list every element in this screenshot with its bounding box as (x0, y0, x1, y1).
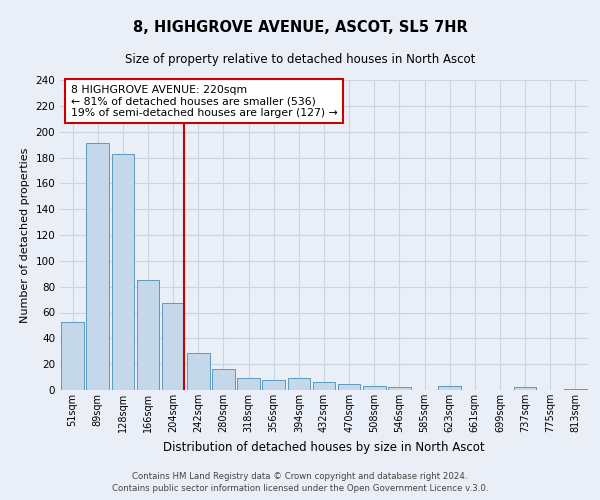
Text: Contains HM Land Registry data © Crown copyright and database right 2024.: Contains HM Land Registry data © Crown c… (132, 472, 468, 481)
Bar (112, 154, 134, 390)
Bar (338, 384, 361, 390)
Bar (313, 382, 335, 390)
Bar (388, 388, 411, 390)
Text: 8, HIGHGROVE AVENUE, ASCOT, SL5 7HR: 8, HIGHGROVE AVENUE, ASCOT, SL5 7HR (133, 20, 467, 35)
Bar (514, 388, 536, 390)
Bar (237, 378, 260, 390)
Bar (187, 352, 209, 390)
Bar (564, 388, 587, 390)
X-axis label: Distribution of detached houses by size in North Ascot: Distribution of detached houses by size … (163, 440, 485, 454)
Bar (86, 144, 109, 390)
Y-axis label: Number of detached properties: Number of detached properties (20, 148, 30, 322)
Bar (363, 386, 386, 390)
Bar (262, 380, 285, 390)
Bar (439, 386, 461, 390)
Text: Size of property relative to detached houses in North Ascot: Size of property relative to detached ho… (125, 52, 475, 66)
Bar (137, 280, 160, 390)
Bar (162, 304, 184, 390)
Bar (212, 370, 235, 390)
Bar (61, 322, 84, 390)
Bar (287, 378, 310, 390)
Text: Contains public sector information licensed under the Open Government Licence v.: Contains public sector information licen… (112, 484, 488, 493)
Text: 8 HIGHGROVE AVENUE: 220sqm
← 81% of detached houses are smaller (536)
19% of sem: 8 HIGHGROVE AVENUE: 220sqm ← 81% of deta… (71, 84, 337, 118)
